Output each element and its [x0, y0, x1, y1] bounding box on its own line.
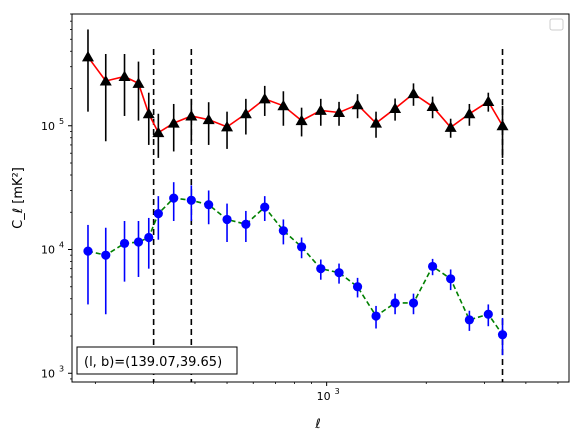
x-tick-label-exponent: 3 [335, 387, 340, 396]
triangle-marker [202, 113, 215, 125]
circle-marker [427, 261, 438, 272]
circle-marker [296, 242, 307, 252]
triangle-marker [167, 117, 180, 128]
triangle-marker [81, 50, 94, 62]
circle-marker [83, 246, 93, 256]
legend [549, 18, 564, 31]
series-circles [83, 182, 508, 356]
triangle-marker [152, 126, 165, 138]
y-tick-label: 10 [41, 120, 55, 133]
triangle-marker [351, 98, 364, 110]
triangle-marker [333, 106, 346, 117]
circle-marker [464, 315, 474, 325]
y-tick-label-exponent: 4 [59, 241, 64, 250]
triangle-marker [142, 107, 155, 119]
circle-marker [260, 202, 270, 212]
triangle-marker [389, 102, 402, 113]
circle-marker [186, 195, 196, 205]
circle-marker [278, 226, 288, 236]
circle-marker [371, 311, 381, 321]
circle-marker [408, 298, 419, 308]
triangle-marker [496, 119, 509, 131]
triangle-marker [99, 74, 112, 86]
circle-marker [204, 200, 214, 210]
y-tick-label-exponent: 3 [59, 364, 64, 373]
circle-marker [222, 214, 232, 225]
annotation-box: (l, b)=(139.07,39.65) [76, 346, 238, 375]
x-tick-label: 10 [317, 390, 331, 403]
triangle-marker [277, 99, 290, 111]
legend-box [549, 18, 564, 31]
triangle-marker [444, 121, 457, 132]
triangle-marker [118, 70, 131, 82]
triangle-marker [426, 100, 439, 112]
y-tick-label: 10 [41, 367, 55, 380]
circle-marker [119, 238, 130, 249]
circle-marker [101, 250, 111, 260]
annotation-frame [76, 346, 238, 375]
circle-marker [241, 219, 251, 229]
circle-marker [169, 193, 179, 203]
triangle-marker [132, 77, 145, 88]
triangle-marker [314, 104, 327, 115]
circle-marker [153, 209, 163, 219]
triangle-marker [221, 120, 234, 132]
circle-marker [483, 309, 493, 319]
triangle-marker [185, 109, 198, 121]
circle-marker [497, 330, 508, 340]
y-axis-label: C_ℓ [mK²] [11, 167, 26, 229]
circle-marker [446, 274, 456, 284]
triangle-marker [482, 95, 495, 107]
axes-frame [71, 13, 570, 383]
circle-marker [334, 268, 344, 278]
x-axis-label: ℓ [314, 417, 320, 432]
axis-ticks: 10 3 10 4 10 5 10 3 [41, 13, 559, 403]
circle-marker [316, 264, 326, 274]
triangle-marker [407, 87, 420, 99]
series-triangles [81, 29, 509, 158]
y-tick-label: 10 [41, 244, 55, 257]
triangle-marker [463, 107, 476, 119]
triangle-marker [295, 114, 308, 126]
triangle-marker [258, 92, 271, 104]
plot-area [81, 29, 509, 382]
y-tick-label-exponent: 5 [59, 117, 64, 126]
annotation-text: (l, b)=(139.07,39.65) [84, 355, 222, 370]
circle-marker [352, 282, 363, 292]
circle-marker [390, 298, 400, 308]
triangle-marker [239, 107, 252, 119]
circle-marker [133, 237, 144, 247]
circle-marker [144, 232, 154, 243]
triangle-marker [370, 117, 383, 128]
